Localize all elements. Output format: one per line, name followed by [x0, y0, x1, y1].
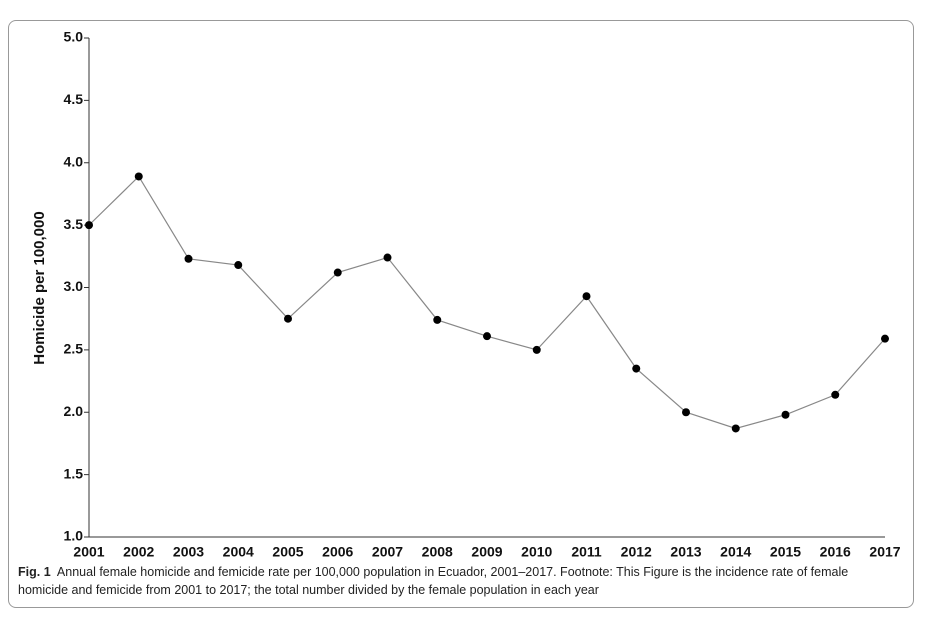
y-tick-label: 3.0 — [64, 278, 84, 294]
data-point — [483, 332, 491, 341]
x-tick-label: 2003 — [173, 544, 204, 560]
x-tick-label: 2002 — [123, 544, 154, 560]
caption-label: Fig. 1 — [18, 565, 51, 579]
caption: Fig. 1 Annual female homicide and femici… — [18, 563, 898, 599]
x-tick-label: 2010 — [521, 544, 552, 560]
y-tick-label: 2.5 — [64, 341, 84, 357]
y-tick-label: 4.5 — [64, 91, 84, 107]
x-tick-label: 2013 — [670, 544, 701, 560]
data-point — [333, 268, 342, 277]
data-point — [632, 364, 641, 373]
data-point — [234, 261, 243, 270]
y-tick-label: 1.5 — [64, 465, 84, 481]
x-tick-label: 2011 — [571, 544, 602, 560]
y-tick-label: 5.0 — [64, 29, 84, 45]
data-point — [731, 424, 740, 433]
x-tick-label: 2006 — [322, 544, 353, 560]
x-tick-label: 2008 — [422, 544, 453, 560]
data-point — [682, 408, 690, 417]
data-point — [433, 315, 442, 324]
x-tick-label: 2015 — [770, 544, 801, 560]
data-point — [831, 390, 840, 399]
data-point — [532, 345, 541, 354]
y-tick-label: 4.0 — [64, 153, 84, 169]
data-point — [582, 292, 591, 301]
data-line — [88, 175, 886, 430]
x-tick-label: 2005 — [272, 544, 303, 560]
data-point — [134, 172, 143, 181]
x-tick-label: 2017 — [869, 544, 900, 560]
data-point — [781, 410, 790, 419]
data-point — [881, 334, 889, 343]
x-tick-label: 2009 — [471, 544, 502, 560]
data-point — [85, 221, 93, 230]
data-point — [383, 253, 392, 262]
x-tick-label: 2001 — [73, 544, 104, 560]
x-tick-label: 2004 — [223, 544, 254, 560]
data-point — [284, 314, 292, 323]
y-tick-label: 3.5 — [64, 216, 84, 232]
data-point — [184, 254, 193, 263]
y-tick-label: 1.0 — [64, 528, 84, 544]
y-axis-label: Homicide per 100,000 — [31, 211, 48, 364]
chart: Homicide per 100,000 1.0 1.5 2.0 2.5 3.0 3.5 4… — [31, 29, 901, 560]
caption-text: Annual female homicide and femicide rate… — [18, 565, 849, 597]
x-tick-label: 2016 — [820, 544, 851, 560]
x-tick-label: 2012 — [621, 544, 652, 560]
y-tick-label: 2.0 — [64, 403, 84, 419]
x-tick-label: 2007 — [372, 544, 403, 560]
x-tick-label: 2014 — [720, 544, 751, 560]
figure-frame — [8, 20, 914, 608]
